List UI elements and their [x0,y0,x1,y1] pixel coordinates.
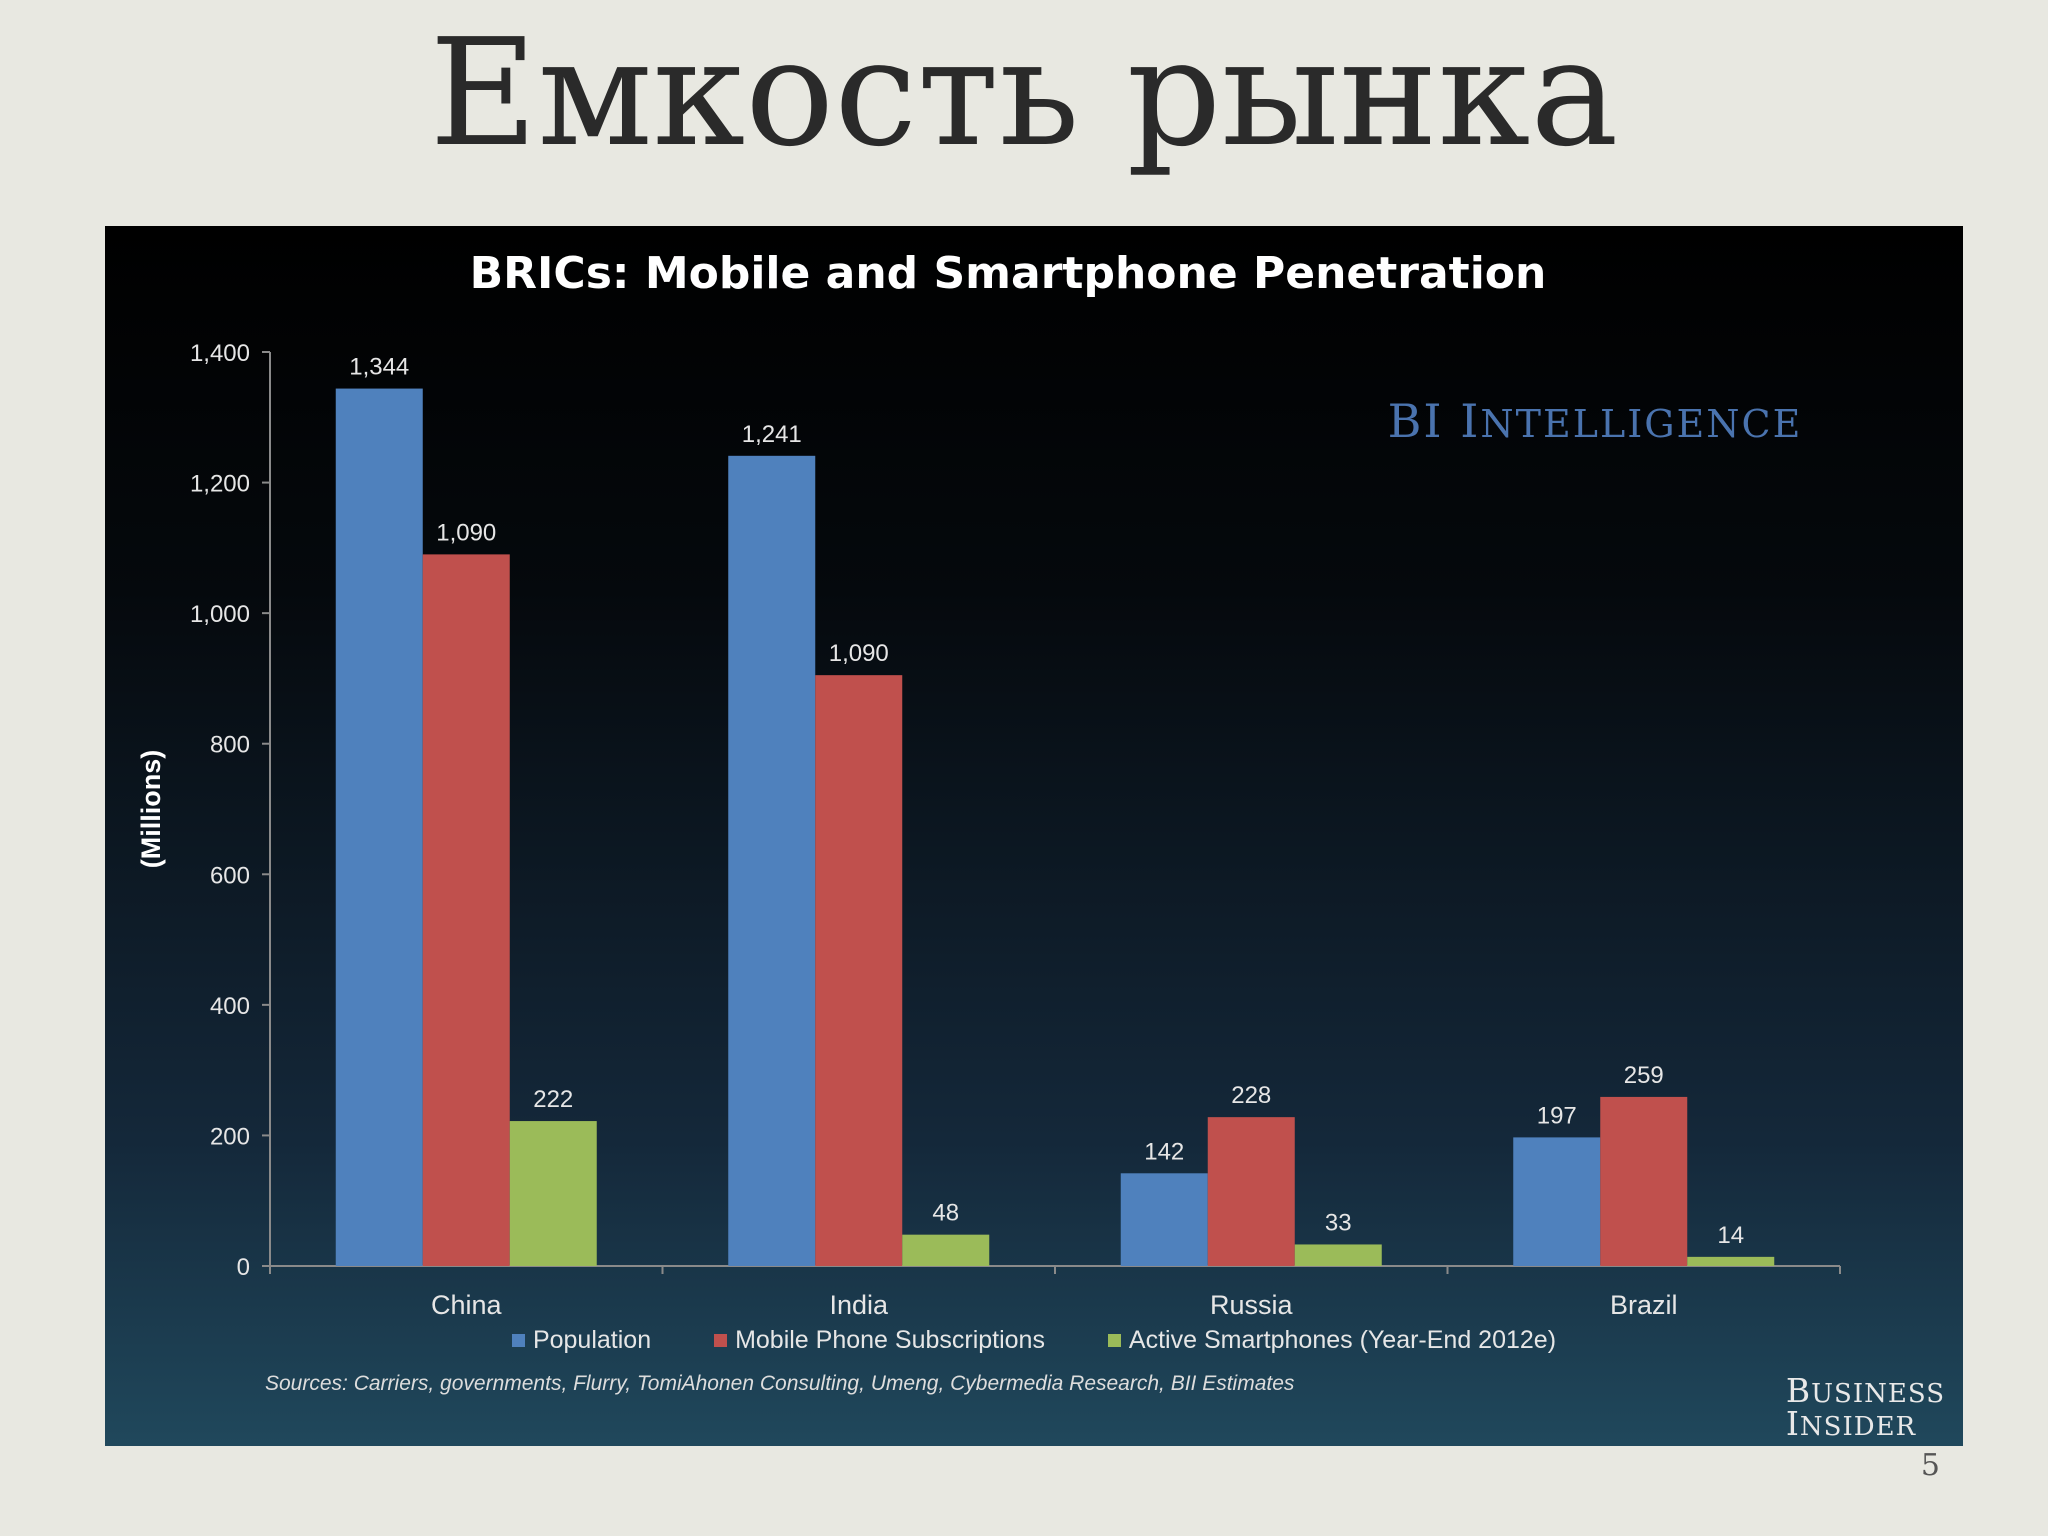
bar-china-population [335,388,423,1266]
bar-india-active-smartphones [902,1234,990,1266]
data-label-india-active-smartphones: 48 [932,1200,959,1227]
sources-note: Sources: Carriers, governments, Flurry, … [265,1372,1295,1395]
bar-brazil-active-smartphones [1687,1256,1775,1266]
data-label-russia-mobile-subscriptions: 228 [1231,1082,1271,1109]
y-tick-label: 400 [210,993,250,1020]
data-label-india-population: 1,241 [742,421,802,448]
bar-india-mobile-subscriptions [815,675,903,1266]
data-label-brazil-population: 197 [1537,1102,1577,1129]
data-label-india-mobile-subscriptions: 1,090 [829,640,889,667]
x-tick-label-brazil: Brazil [1610,1290,1678,1320]
legend-item-active-smartphones: Active Smartphones (Year-End 2012e) [1107,1326,1556,1355]
bar-russia-active-smartphones [1294,1244,1382,1266]
x-tick-label-russia: Russia [1210,1290,1294,1320]
bar-russia-population [1120,1173,1208,1266]
y-tick-label: 1,200 [190,471,250,498]
x-tick-label-china: China [431,1290,503,1320]
page-number: 5 [1920,1448,1940,1483]
bar-china-mobile-subscriptions [422,554,510,1266]
y-tick-label: 800 [210,732,250,759]
bar-russia-mobile-subscriptions [1207,1117,1295,1266]
legend-swatch-population [511,1334,525,1347]
bi-intelligence-logo: BI INTELLIGENCE [1387,394,1803,448]
y-tick-label: 600 [210,862,250,889]
chart-title: BRICs: Mobile and Smartphone Penetration [470,248,1547,299]
data-label-china-population: 1,344 [349,354,409,381]
data-label-russia-population: 142 [1144,1138,1184,1165]
bar-china-active-smartphones [509,1121,597,1266]
chart-legend: Population Mobile Phone Subscriptions Ac… [105,1326,1963,1355]
data-label-china-active-smartphones: 222 [533,1086,573,1113]
business-insider-logo: BUSINESS INSIDER [1785,1371,1945,1443]
data-label-brazil-mobile-subscriptions: 259 [1624,1062,1664,1089]
bar-brazil-mobile-subscriptions [1600,1096,1688,1266]
bar-chart: BRICs: Mobile and Smartphone Penetration… [136,248,1841,1320]
chart-panel: BRICs: Mobile and Smartphone Penetration… [105,226,1963,1446]
legend-swatch-mobile-subscriptions [714,1334,728,1347]
y-tick-label: 1,400 [190,340,250,367]
y-tick-label: 0 [237,1254,250,1281]
x-tick-label-india: India [829,1290,889,1320]
slide-title: Емкость рынка [429,7,1619,179]
data-label-brazil-active-smartphones: 14 [1717,1222,1744,1249]
bar-brazil-population [1513,1137,1601,1266]
legend-swatch-active-smartphones [1107,1334,1121,1347]
y-tick-label: 1,000 [190,601,250,628]
y-tick-label: 200 [210,1123,250,1150]
bar-india-population [728,455,816,1266]
legend-item-population: Population [511,1326,651,1355]
y-axis-label: (Millions) [136,750,166,868]
data-label-china-mobile-subscriptions: 1,090 [436,519,496,546]
data-label-russia-active-smartphones: 33 [1325,1209,1352,1236]
legend-item-mobile-subscriptions: Mobile Phone Subscriptions [714,1326,1045,1355]
